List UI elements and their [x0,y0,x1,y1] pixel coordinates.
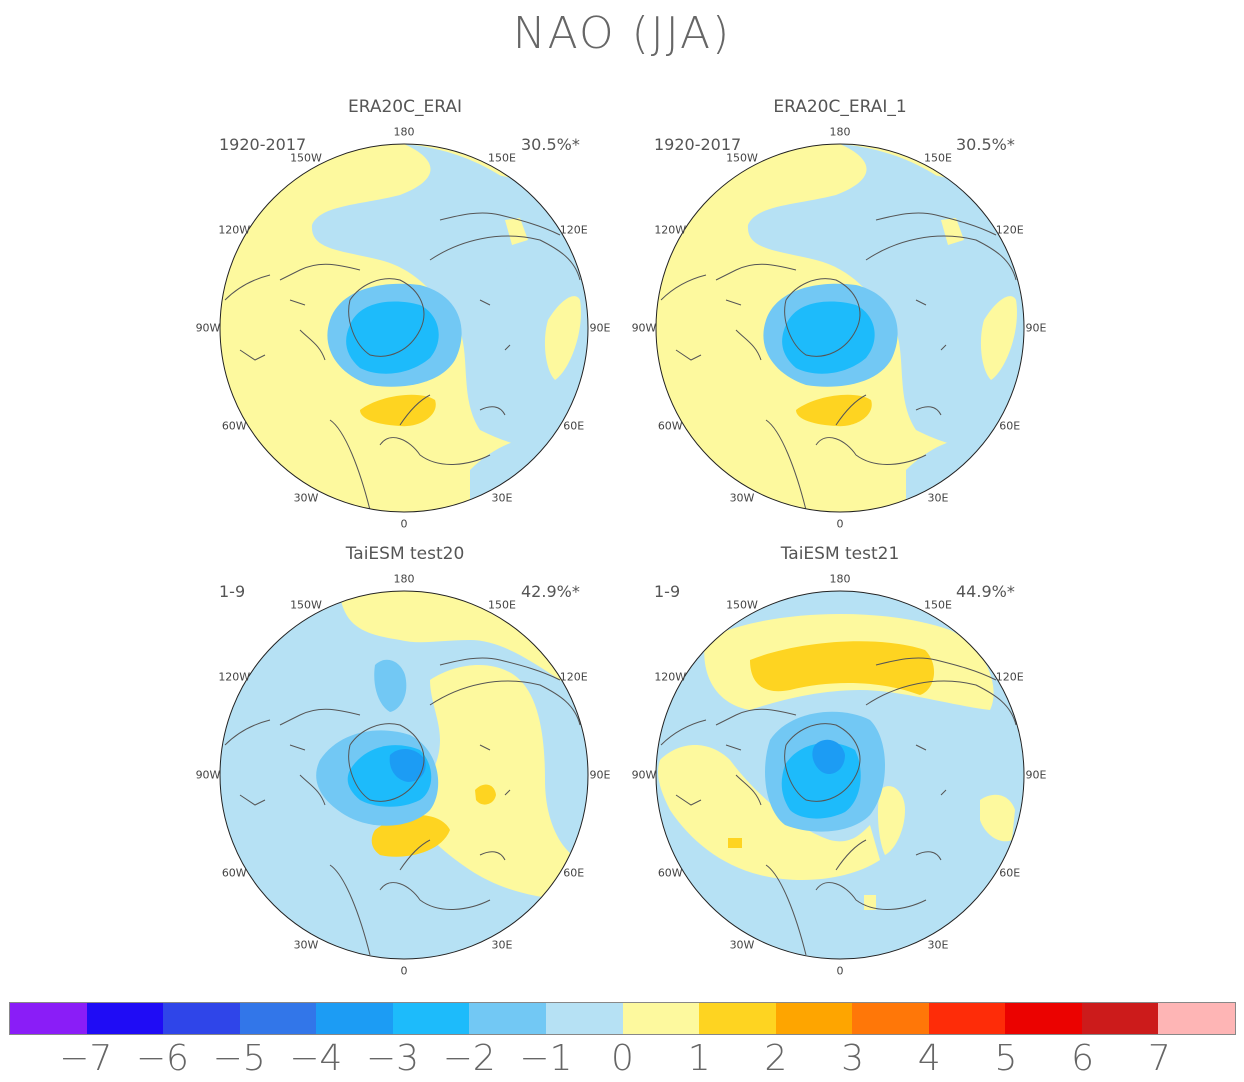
lon-label: 30E [927,938,949,952]
lon-label: 60W [657,866,683,880]
colorbar-tick-label: −7 [59,1038,113,1079]
colorbar-swatch [622,1003,700,1034]
lon-label: 180 [829,125,851,139]
colorbar-labels: −7 −6 −5 −4 −3 −2 −1 0 1 2 3 4 5 6 7 [9,1038,1236,1079]
lon-label: 150W [726,151,758,165]
colorbar-swatch [469,1003,546,1034]
lon-label: 60W [221,419,247,433]
lon-label: 30E [491,938,513,952]
lon-label: 120E [559,670,588,684]
colorbar-tick-label: −3 [365,1038,419,1079]
colorbar-swatch [316,1003,393,1034]
colorbar-swatch [1158,1003,1235,1034]
colorbar-tick-label: −4 [289,1038,343,1079]
lon-label: 60W [657,419,683,433]
colorbar-swatch [1081,1003,1159,1034]
lon-label: 90E [1025,768,1047,782]
colorbar-tick-label: 5 [994,1038,1018,1079]
map-panel-1: ERA20C_ERAI 1920-2017 30.5%* [185,95,625,535]
lon-label: 150W [726,598,758,612]
lon-label: 60W [221,866,247,880]
panel-title: ERA20C_ERAI_1 [773,97,907,117]
colorbar-swatch [928,1003,1006,1034]
lon-label: 30E [927,491,949,505]
lon-label: 120W [218,670,251,684]
lon-label: 60E [563,419,585,433]
lon-label: 30W [293,938,319,952]
lon-label: 30W [729,938,755,952]
colorbar-swatch [163,1003,240,1034]
colorbar-tick-label: 0 [611,1038,634,1079]
main-title: NAO (JJA) [512,8,732,59]
lon-label: 60E [999,419,1021,433]
lon-label: 120W [218,223,251,237]
lon-label: 90W [195,768,221,782]
lon-label: 90W [195,321,221,335]
panel-title: ERA20C_ERAI [347,97,462,117]
lon-label: 150E [924,598,952,612]
lon-label: 0 [400,964,408,978]
variance-label: 30.5%* [956,135,1015,154]
colorbar-tick-label: −6 [135,1038,189,1079]
lon-label: 90E [1025,321,1047,335]
lon-label: 90E [589,321,611,335]
colorbar-swatch [545,1003,623,1034]
colorbar-tick-label: −2 [442,1038,496,1079]
variance-label: 44.9%* [956,582,1015,601]
lon-label: 120E [995,670,1024,684]
colorbar-tick-label: −1 [519,1038,573,1079]
lon-label: 90E [589,768,611,782]
map-panel-4: TaiESM test21 1-9 44.9%* [620,542,1060,982]
lon-label: 180 [393,572,415,586]
colorbar-swatch [852,1003,929,1034]
colorbar-tick-label: 4 [917,1038,941,1079]
colorbar-tick-label: 7 [1147,1038,1171,1079]
lon-label: 120E [995,223,1024,237]
colorbar-tick-label: 1 [687,1038,711,1079]
lon-label: 150W [290,151,322,165]
colorbar [9,1002,1236,1035]
lon-label: 120W [654,223,687,237]
colorbar-swatch [239,1003,317,1034]
map-panel-2: ERA20C_ERAI_1 1920-2017 30.5%* [620,95,1060,535]
lon-label: 150E [924,151,952,165]
lon-label: 150E [488,598,516,612]
colorbar-swatch [86,1003,164,1034]
lon-label: 90W [631,768,657,782]
map-panel-3: TaiESM test20 1-9 42.9%* [185,542,625,982]
colorbar-tick-label: 3 [841,1038,865,1079]
variance-label: 30.5%* [521,135,580,154]
period-label: 1-9 [654,582,681,601]
panel-title: TaiESM test20 [345,544,465,564]
variance-label: 42.9%* [521,582,580,601]
lon-label: 30E [491,491,513,505]
lon-label: 30W [293,491,319,505]
lon-label: 0 [836,964,844,978]
period-label: 1-9 [219,582,246,601]
lon-label: 150E [488,151,516,165]
colorbar-tick-label: 6 [1071,1038,1095,1079]
colorbar-swatch [392,1003,470,1034]
panel-title: TaiESM test21 [780,544,900,564]
colorbar-tick-label: 2 [764,1038,788,1079]
lon-label: 60E [563,866,585,880]
colorbar-swatch [10,1003,87,1034]
lon-label: 150W [290,598,322,612]
lon-label: 0 [836,517,844,531]
colorbar-tick-label: −5 [212,1038,266,1079]
colorbar-swatch [775,1003,853,1034]
lon-label: 180 [393,125,415,139]
lon-label: 90W [631,321,657,335]
lon-label: 120W [654,670,687,684]
colorbar-swatch [699,1003,776,1034]
colorbar-swatch [1005,1003,1082,1034]
lon-label: 0 [400,517,408,531]
lon-label: 30W [729,491,755,505]
lon-label: 60E [999,866,1021,880]
lon-label: 120E [559,223,588,237]
lon-label: 180 [829,572,851,586]
